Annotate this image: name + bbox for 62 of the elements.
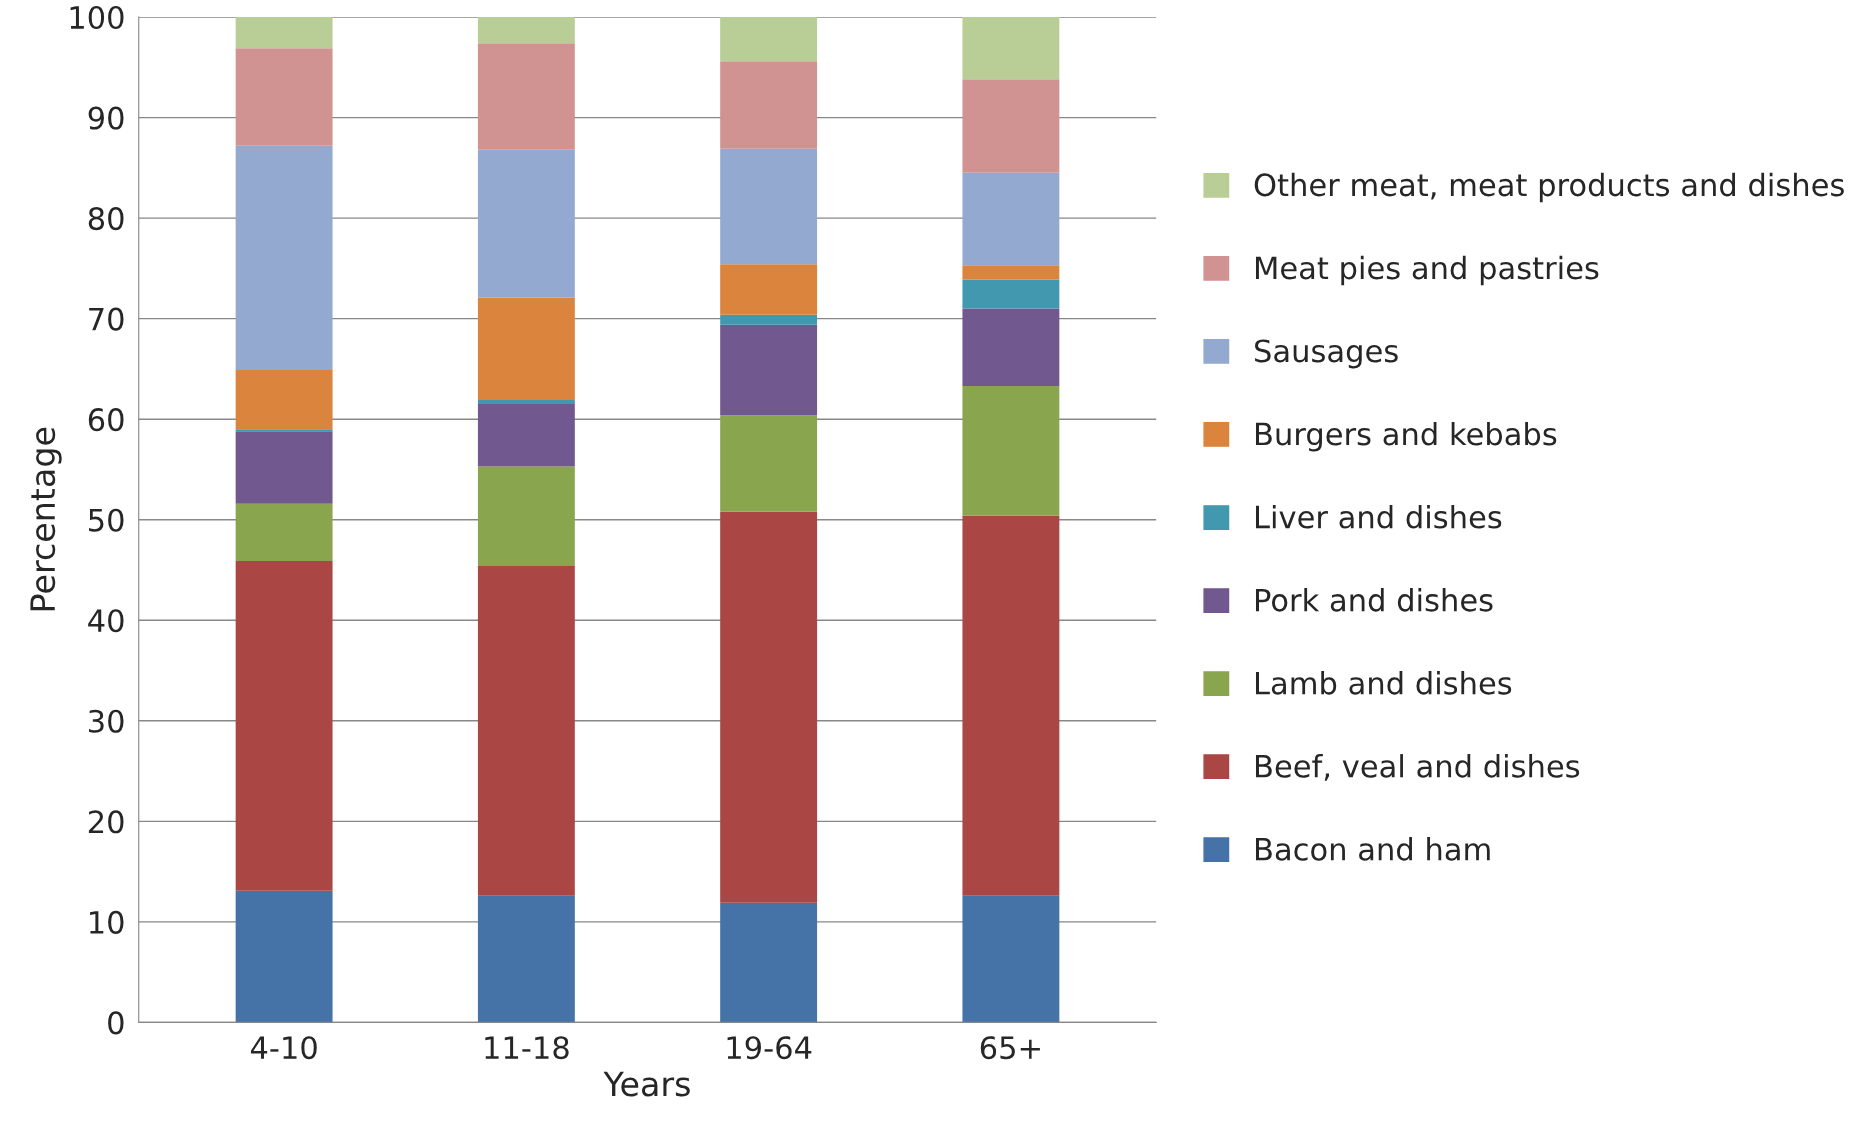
y-tick-label: 60 xyxy=(88,408,124,432)
y-tick-label: 90 xyxy=(88,106,124,130)
bar xyxy=(235,48,333,146)
y-axis-title: Percentage xyxy=(30,427,62,611)
bar xyxy=(235,429,333,432)
bar xyxy=(720,17,818,62)
bar xyxy=(235,503,333,561)
bar xyxy=(477,400,575,405)
bar xyxy=(720,902,818,1023)
bar xyxy=(962,172,1060,266)
bar xyxy=(235,369,333,430)
bar xyxy=(720,314,818,325)
y-tick-label: 40 xyxy=(88,609,124,633)
bar xyxy=(477,297,575,401)
legend-label: Burgers and kebabs xyxy=(1255,421,1557,452)
bar xyxy=(235,890,333,1023)
bar xyxy=(962,308,1060,387)
bar xyxy=(477,404,575,467)
y-tick-label: 10 xyxy=(90,910,124,934)
legend-label: Other meat, meat products and dishes xyxy=(1254,172,1844,203)
legend-label: Lamb and dishes xyxy=(1255,671,1512,695)
x-tick-label: 65+ xyxy=(980,1036,1040,1060)
bar xyxy=(477,17,575,44)
bar xyxy=(477,149,575,298)
legend-label: Beef, veal and dishes xyxy=(1255,754,1580,781)
legend-label: Sausages xyxy=(1255,339,1398,369)
bar xyxy=(962,17,1060,80)
x-tick-label: 11-18 xyxy=(485,1036,569,1060)
bar xyxy=(962,895,1060,1023)
y-tick-label: 0 xyxy=(108,1011,124,1035)
bar xyxy=(720,324,818,416)
bar xyxy=(477,466,575,566)
bar xyxy=(962,265,1060,280)
bar xyxy=(962,386,1060,516)
y-tick-label: 20 xyxy=(88,810,124,834)
y-tick-label: 50 xyxy=(89,508,124,532)
bar xyxy=(235,431,333,504)
legend-label: Bacon and ham xyxy=(1255,837,1490,861)
bar xyxy=(477,43,575,150)
bar xyxy=(477,565,575,896)
y-tick-label: 100 xyxy=(70,5,124,30)
bar xyxy=(720,148,818,265)
x-axis-title: Years xyxy=(603,1071,690,1097)
bar xyxy=(235,145,333,370)
x-tick-label: 4-10 xyxy=(250,1036,317,1060)
legend-label: Liver and dishes xyxy=(1255,504,1502,529)
bar xyxy=(962,79,1060,173)
bar xyxy=(962,515,1060,896)
y-tick-label: 30 xyxy=(89,709,124,733)
bar xyxy=(235,560,333,891)
y-tick-label: 80 xyxy=(88,207,124,231)
bar xyxy=(235,17,333,49)
bar xyxy=(477,895,575,1023)
bar xyxy=(720,264,818,315)
legend-label: Pork and dishes xyxy=(1255,587,1493,612)
x-tick-label: 19-64 xyxy=(727,1036,812,1060)
y-tick-label: 70 xyxy=(89,307,124,331)
bar xyxy=(720,61,818,149)
bar xyxy=(962,279,1060,309)
legend-label: Meat pies and pastries xyxy=(1255,255,1599,286)
bar xyxy=(720,415,818,512)
bar xyxy=(720,511,818,903)
